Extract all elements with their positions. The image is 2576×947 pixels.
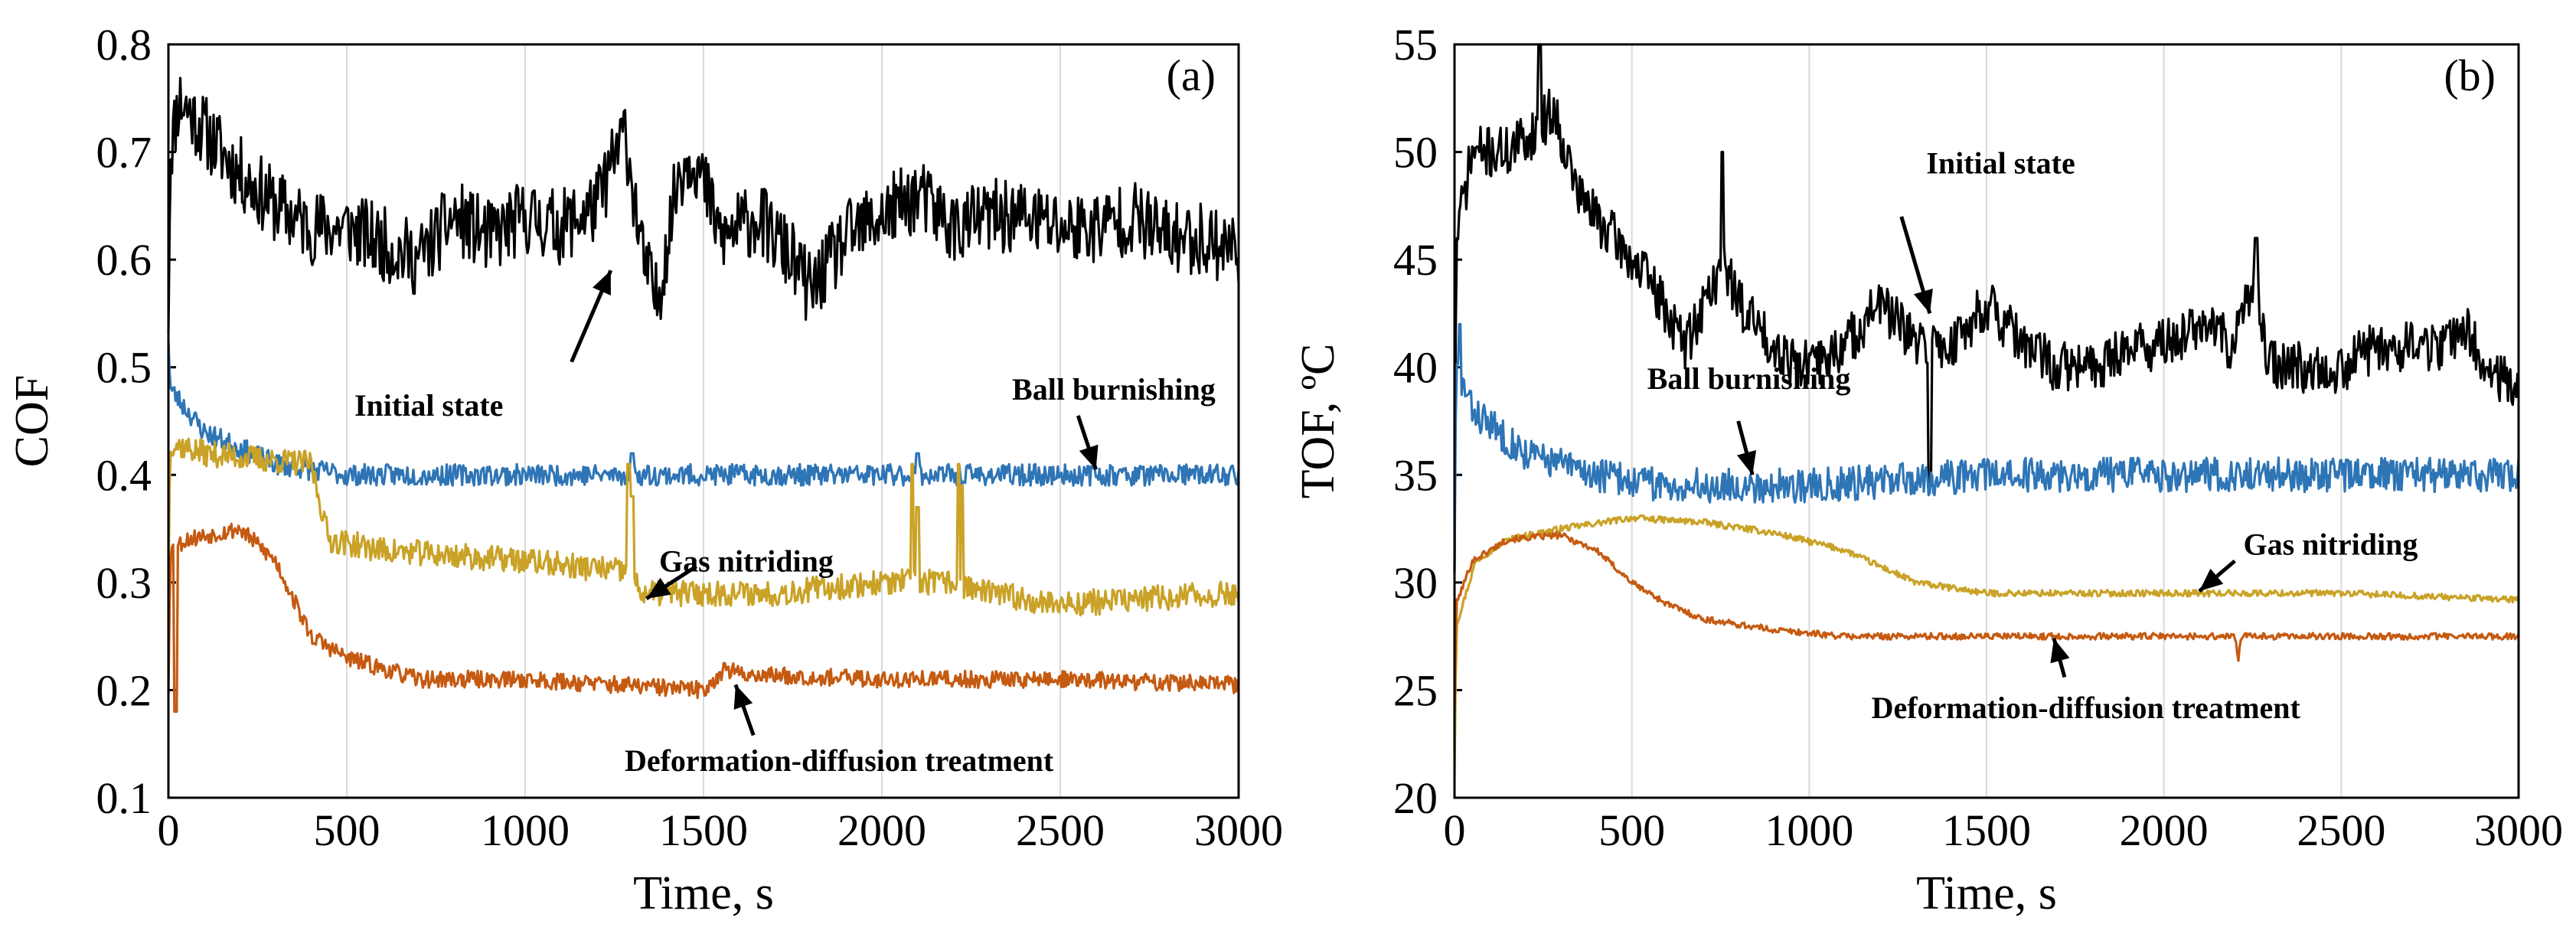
b-series-line-initial-state (1453, 43, 2520, 573)
b-x-tick-label: 500 (1598, 805, 1665, 855)
b-y-tick-label: 55 (1393, 20, 1438, 70)
a-series-line-gas-nitriding (167, 437, 1240, 617)
b-y-tick-label: 35 (1393, 450, 1438, 500)
b-y-tick-label: 20 (1393, 773, 1438, 823)
a-annotation-gas-nitriding: Gas nitriding (659, 544, 834, 579)
b-y-tick-label: 50 (1393, 128, 1438, 178)
a-annotation-deformation-diffusion-treatment: Deformation-diffusion treatment (625, 743, 1054, 778)
a-y-tick-label: 0.8 (96, 20, 152, 70)
b-x-tick-label: 3000 (2474, 805, 2563, 855)
a-y-tick-label: 0.5 (96, 343, 152, 393)
a-annotation-arrowhead-initial-state (593, 270, 611, 296)
b-annotation-gas-nitriding: Gas nitriding (2244, 527, 2418, 561)
b-y-tick-label: 40 (1393, 343, 1438, 393)
b-x-tick-label: 2500 (2297, 805, 2385, 855)
b-y-tick-label: 45 (1393, 235, 1438, 285)
b-x-axis-label: Time, s (1916, 867, 2057, 919)
b-annotation-arrowhead-ball-burnishing (1736, 449, 1757, 475)
a-annotation-arrowhead-ball-burnishing (1079, 444, 1099, 470)
a-y-tick-label: 0.6 (96, 235, 152, 285)
b-annotation-ball-burnishing: Ball burnishing (1647, 361, 1851, 396)
a-annotation-ball-burnishing: Ball burnishing (1012, 372, 1216, 407)
b-panel-label: (b) (2444, 51, 2496, 100)
a-x-tick-label: 2500 (1016, 805, 1105, 855)
b-y-tick-label: 30 (1393, 558, 1438, 608)
b-x-tick-label: 2000 (2120, 805, 2209, 855)
a-annotation-initial-state: Initial state (354, 388, 503, 423)
b-x-tick-label: 1000 (1765, 805, 1853, 855)
b-x-tick-label: 1500 (1942, 805, 2031, 855)
a-y-tick-label: 0.7 (96, 128, 152, 178)
a-y-tick-label: 0.3 (96, 558, 152, 608)
b-y-tick-label: 25 (1393, 665, 1438, 715)
a-x-tick-label: 1000 (481, 805, 570, 855)
a-panel-label: (a) (1167, 51, 1216, 100)
b-x-tick-label: 0 (1444, 805, 1466, 855)
a-plot-frame (167, 43, 1240, 799)
b-annotation-arrowhead-deformation-diffusion-treatment (2050, 638, 2070, 664)
a-x-tick-label: 3000 (1194, 805, 1283, 855)
b-plot-frame (1453, 43, 2520, 799)
a-y-tick-label: 0.2 (96, 665, 152, 715)
a-y-tick-label: 0.1 (96, 773, 152, 823)
a-series-line-ball-burnishing (167, 340, 1240, 487)
b-annotation-arrowhead-gas-nitriding (2199, 568, 2224, 592)
b-annotation-arrowhead-initial-state (1913, 288, 1933, 314)
a-x-tick-label: 1500 (659, 805, 748, 855)
a-series-line-initial-state (167, 77, 1240, 334)
a-y-tick-label: 0.4 (96, 450, 152, 500)
b-y-axis-label: TOF, ºC (1292, 344, 1344, 499)
b-annotation-initial-state: Initial state (1926, 146, 2075, 181)
panel-b-tof-chart: 0 500 1000 1500 2000 2500 3000 20 25 30 35 40 45 50 55… (1292, 20, 2563, 919)
b-series-line-deformation-diffusion-treatment (1453, 531, 2520, 714)
b-series-line-gas-nitriding (1453, 514, 2520, 778)
a-annotation-arrowhead-gas-nitriding (646, 577, 671, 599)
a-series-line-deformation-diffusion-treatment (167, 522, 1240, 714)
a-x-axis-label: Time, s (633, 867, 774, 919)
a-x-tick-label: 0 (158, 805, 180, 855)
a-x-tick-label: 2000 (837, 805, 926, 855)
a-annotation-arrowhead-deformation-diffusion-treatment (733, 684, 753, 710)
panel-a-cof-chart: 0 500 1000 1500 2000 2500 3000 0.1 0.2 0.3 0.4 0.5 0… (6, 20, 1283, 919)
b-annotation-deformation-diffusion-treatment: Deformation-diffusion treatment (1872, 691, 2301, 725)
a-y-axis-label: COF (6, 375, 58, 468)
b-series-line-ball-burnishing (1453, 322, 2520, 570)
a-x-tick-label: 500 (314, 805, 380, 855)
